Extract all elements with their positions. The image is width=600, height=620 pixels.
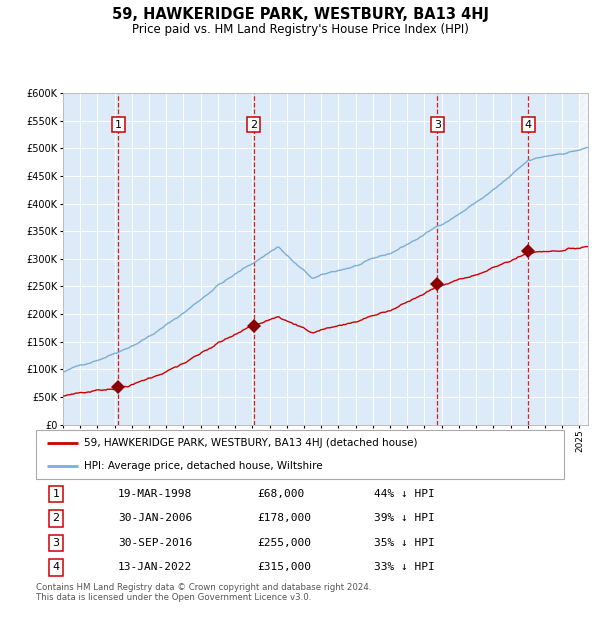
Text: 59, HAWKERIDGE PARK, WESTBURY, BA13 4HJ: 59, HAWKERIDGE PARK, WESTBURY, BA13 4HJ [112,7,488,22]
Text: 59, HAWKERIDGE PARK, WESTBURY, BA13 4HJ (detached house): 59, HAWKERIDGE PARK, WESTBURY, BA13 4HJ … [83,438,417,448]
Text: 33% ↓ HPI: 33% ↓ HPI [374,562,434,572]
Text: £68,000: £68,000 [258,489,305,499]
Text: 4: 4 [525,120,532,130]
Text: 30-SEP-2016: 30-SEP-2016 [118,538,192,548]
Text: HPI: Average price, detached house, Wiltshire: HPI: Average price, detached house, Wilt… [83,461,322,471]
Text: 3: 3 [53,538,59,548]
Text: 1: 1 [115,120,122,130]
Text: 30-JAN-2006: 30-JAN-2006 [118,513,192,523]
Text: Price paid vs. HM Land Registry's House Price Index (HPI): Price paid vs. HM Land Registry's House … [131,23,469,36]
Text: 4: 4 [53,562,59,572]
Text: £255,000: £255,000 [258,538,312,548]
Text: 3: 3 [434,120,441,130]
Text: Contains HM Land Registry data © Crown copyright and database right 2024.
This d: Contains HM Land Registry data © Crown c… [36,583,371,602]
FancyBboxPatch shape [36,430,564,479]
Text: £178,000: £178,000 [258,513,312,523]
Text: 1: 1 [53,489,59,499]
Text: 44% ↓ HPI: 44% ↓ HPI [374,489,434,499]
Text: 39% ↓ HPI: 39% ↓ HPI [374,513,434,523]
Bar [580,93,588,425]
Text: 2: 2 [250,120,257,130]
Text: 2: 2 [53,513,59,523]
Text: 35% ↓ HPI: 35% ↓ HPI [374,538,434,548]
Text: 13-JAN-2022: 13-JAN-2022 [118,562,192,572]
Text: 19-MAR-1998: 19-MAR-1998 [118,489,192,499]
Text: £315,000: £315,000 [258,562,312,572]
